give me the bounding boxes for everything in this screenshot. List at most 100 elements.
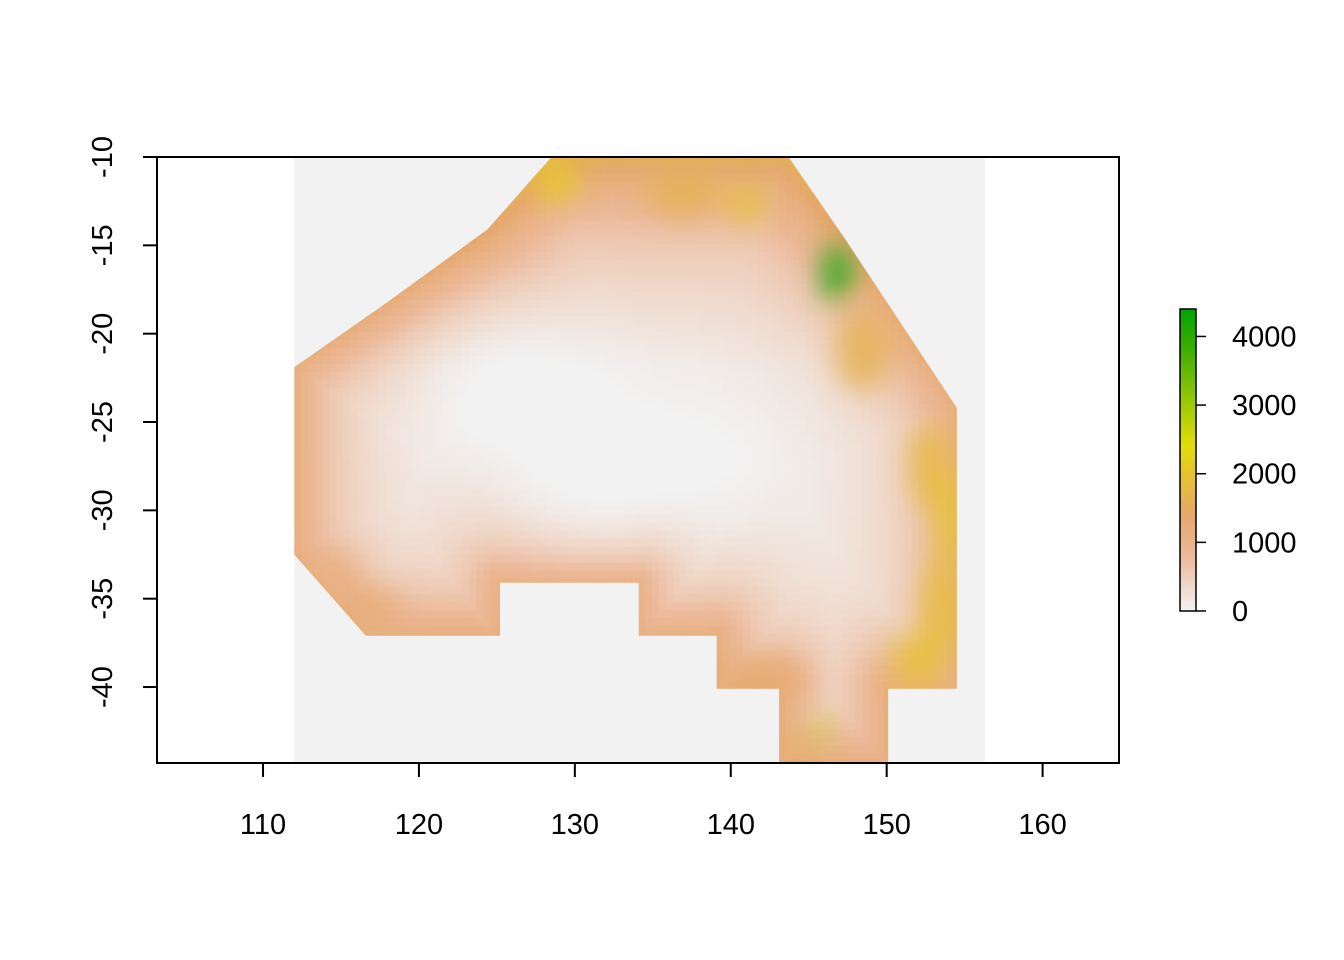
raster-cell [743,594,751,604]
raster-cell [322,451,331,460]
raster-cell [645,355,653,365]
raster-cell [652,435,660,445]
raster-cell [588,475,597,484]
raster-cell [567,284,576,293]
raster-cell [574,427,583,437]
raster-cell [399,371,408,381]
raster-cell [420,602,429,611]
raster-cell [462,570,471,580]
raster-cell [574,212,583,222]
raster-cell [434,562,443,572]
raster-cell [469,308,478,317]
raster-cell [427,602,436,611]
raster-cell [588,316,597,325]
raster-cell [638,490,646,500]
raster-cell [659,483,667,492]
raster-cell [652,268,660,278]
raster-cell [673,586,681,596]
raster-cell [434,498,443,508]
raster-cell [624,347,632,357]
raster-cell [602,276,611,286]
raster-cell [581,268,590,278]
raster-cell [729,594,737,604]
raster-cell [736,594,744,604]
raster-cell [729,157,737,166]
raster-cell [511,196,520,206]
raster-cell [357,363,366,373]
raster-cell [715,220,723,230]
raster-cell [427,522,436,532]
raster-cell [329,594,338,604]
raster-cell [715,586,723,596]
raster-cell [708,403,716,413]
raster-cell [455,506,464,516]
raster-cell [680,578,688,588]
raster-cell [729,371,737,381]
raster-cell [483,586,492,596]
raster-cell [385,411,394,421]
raster-cell [715,411,723,421]
raster-cell [448,578,457,588]
raster-cell [609,331,618,341]
raster-cell [638,506,646,516]
raster-cell [673,411,681,421]
raster-cell [518,435,527,445]
raster-cell [574,228,583,238]
raster-cell [645,165,653,174]
raster-cell [420,459,429,468]
raster-cell [645,514,653,524]
raster-cell [441,443,450,452]
raster-cell [624,435,632,445]
raster-cell [659,236,667,246]
raster-cell [371,578,380,588]
raster-cell [469,284,478,293]
raster-cell [392,347,401,357]
raster-cell [560,300,569,309]
raster-cell [708,324,716,333]
raster-cell [455,316,464,325]
raster-cell [364,387,373,397]
raster-cell [350,339,359,349]
raster-cell [448,475,457,484]
raster-cell [406,316,415,325]
raster-cell [483,602,492,611]
raster-cell [301,435,309,445]
raster-cell [511,514,520,524]
raster-cell [680,498,688,508]
raster-cell [673,252,681,262]
raster-cell [525,252,534,262]
raster-cell [680,316,688,325]
raster-cell [399,467,408,476]
raster-cell [532,498,541,508]
raster-cell [301,371,309,381]
raster-cell [567,403,576,413]
raster-cell [490,308,499,317]
raster-cell [399,411,408,421]
raster-cell [722,498,730,508]
raster-cell [406,363,415,373]
raster-cell [462,562,471,572]
raster-cell [722,419,730,429]
raster-cell [399,300,408,309]
raster-cell [694,419,702,429]
raster-cell [427,316,436,325]
raster-cell [595,316,604,325]
raster-cell [687,220,695,230]
raster-cell [455,483,464,492]
raster-cell [392,395,401,405]
raster-cell [462,483,471,492]
raster-cell [406,435,415,445]
raster-cell [518,451,527,460]
raster-cell [729,427,737,437]
raster-cell [427,387,436,397]
raster-cell [525,562,534,572]
raster-cell [364,451,373,460]
raster-cell [617,220,625,230]
raster-cell [350,459,359,468]
raster-cell [378,467,387,476]
raster-cell [588,530,597,540]
raster-cell [532,355,541,365]
raster-cell [546,451,555,460]
raster-cell [504,403,513,413]
raster-cell [715,363,723,373]
